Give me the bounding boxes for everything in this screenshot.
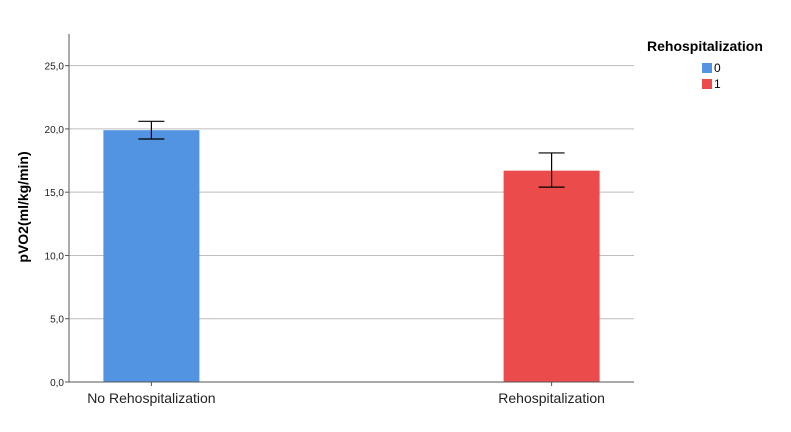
y-tick-label: 20,0 [45,125,65,136]
legend: Rehospitalization 0 1 [647,38,763,92]
legend-label-1: 1 [714,77,721,91]
x-axis-categories: No Rehospitalization Rehospitalization [87,382,605,406]
y-tick-label: 5,0 [50,315,64,326]
y-tick-label: 10,0 [45,251,65,262]
legend-label-0: 0 [714,61,721,75]
x-category-label: No Rehospitalization [87,390,215,406]
y-tick-label: 15,0 [45,188,65,199]
error-bars [138,120,565,188]
legend-item-1: 1 [702,76,763,92]
bar-1 [503,170,600,382]
legend-swatch-1 [702,79,712,89]
legend-title: Rehospitalization [647,38,763,54]
y-axis-title: pVO2(ml/kg/min) [15,151,31,262]
bar-0 [103,130,200,382]
y-tick-label: 25,0 [45,62,65,73]
bars [103,130,600,382]
x-category-label: Rehospitalization [498,390,605,406]
legend-swatch-0 [702,63,712,73]
y-axis-ticks: 0,0 5,0 10,0 15,0 20,0 25,0 [45,62,69,389]
legend-item-0: 0 [702,60,763,76]
y-tick-label: 0,0 [50,378,64,389]
